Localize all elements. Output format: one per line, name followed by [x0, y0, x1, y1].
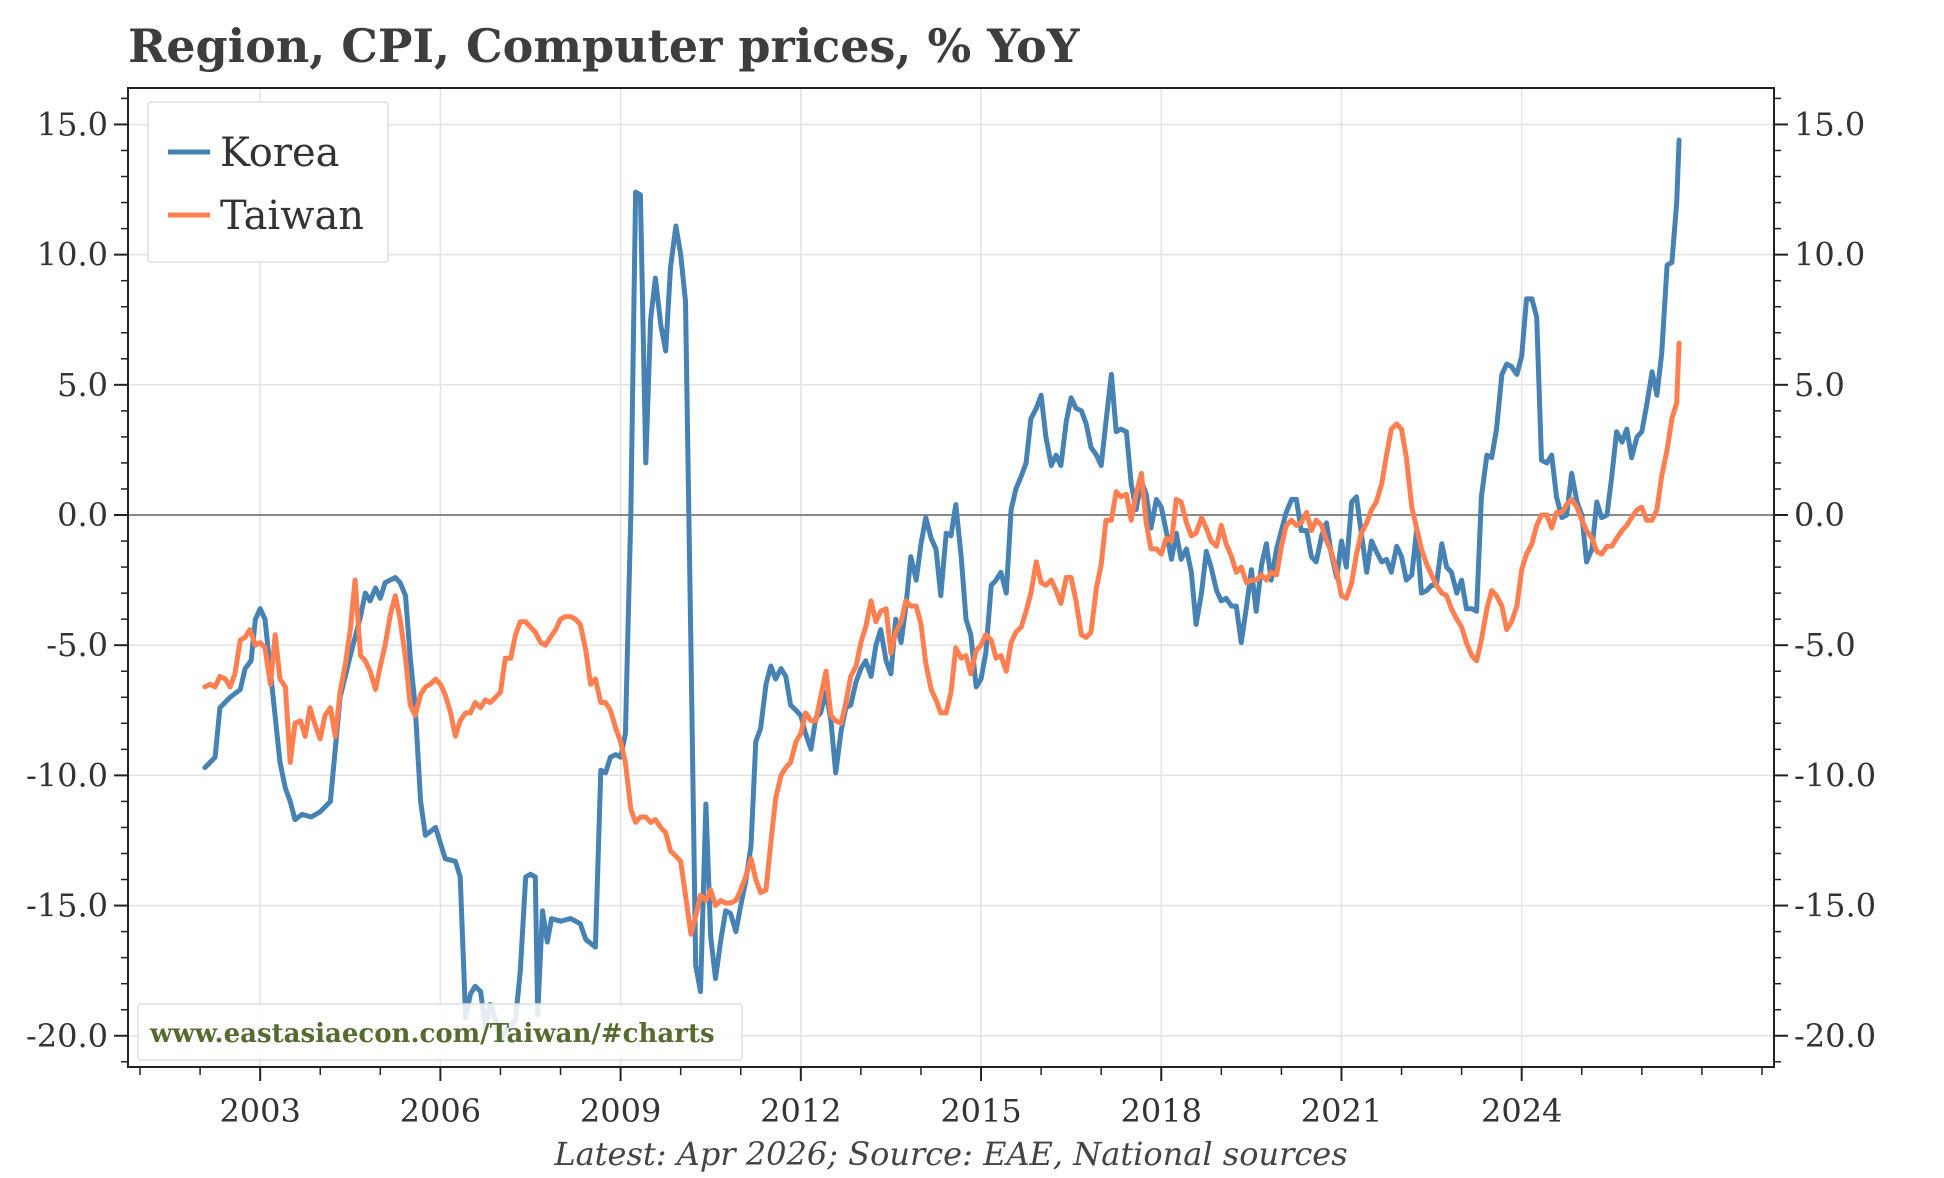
x-tick-label: 2009 — [580, 1092, 661, 1130]
series-line-taiwan — [202, 340, 1682, 937]
x-tick-label: 2012 — [760, 1092, 841, 1130]
y-tick-label-right: 5.0 — [1794, 366, 1845, 404]
y-axis-left: 15.0 10.0 5.0 0.0 -5.0 -10.0 -15.0 -20.0 — [26, 97, 128, 1063]
y-axis-right: 15.0 10.0 5.0 0.0 -5.0 -10.0 -15.0 -20.0 — [1774, 97, 1876, 1063]
y-tick-label-left: 10.0 — [37, 236, 108, 274]
watermark-link[interactable]: www.eastasiaecon.com/Taiwan/#charts — [149, 1019, 715, 1049]
y-tick-label-right: -15.0 — [1794, 887, 1876, 925]
x-tick-label: 2018 — [1121, 1092, 1202, 1130]
legend-label-korea: Korea — [220, 130, 340, 176]
chart-title: Region, CPI, Computer prices, % YoY — [128, 19, 1081, 73]
y-tick-label-left: 0.0 — [57, 496, 108, 534]
y-tick-label-left: -5.0 — [46, 626, 108, 664]
x-tick-label: 2015 — [940, 1092, 1021, 1130]
y-tick-label-right: 0.0 — [1794, 496, 1845, 534]
x-tick-label: 2024 — [1481, 1092, 1562, 1130]
x-tick-label: 2006 — [400, 1092, 481, 1130]
x-tick-label: 2003 — [219, 1092, 300, 1130]
y-tick-label-right: -20.0 — [1794, 1017, 1876, 1055]
y-tick-label-right: 10.0 — [1794, 236, 1865, 274]
y-tick-label-left: -15.0 — [26, 887, 108, 925]
y-tick-label-left: -10.0 — [26, 756, 108, 794]
legend-label-taiwan: Taiwan — [220, 193, 364, 239]
y-tick-label-left: -20.0 — [26, 1017, 108, 1055]
source-note: Latest: Apr 2026; Source: EAE, National … — [553, 1135, 1347, 1173]
y-tick-label-right: -5.0 — [1794, 626, 1856, 664]
grid — [128, 88, 1774, 1067]
x-axis: 2003 2006 2009 2012 2015 2018 2021 2024 — [139, 1067, 1763, 1130]
legend: Korea Taiwan — [147, 101, 389, 263]
x-tick-label: 2021 — [1301, 1092, 1382, 1130]
watermark[interactable]: www.eastasiaecon.com/Taiwan/#charts — [137, 1003, 743, 1061]
watermark-box — [137, 1003, 743, 1061]
y-tick-label-left: 5.0 — [57, 366, 108, 404]
y-tick-label-left: 15.0 — [37, 105, 108, 143]
y-tick-label-right: -10.0 — [1794, 756, 1876, 794]
y-tick-label-right: 15.0 — [1794, 105, 1865, 143]
plot-frame — [127, 87, 1775, 1068]
legend-box — [147, 101, 389, 263]
